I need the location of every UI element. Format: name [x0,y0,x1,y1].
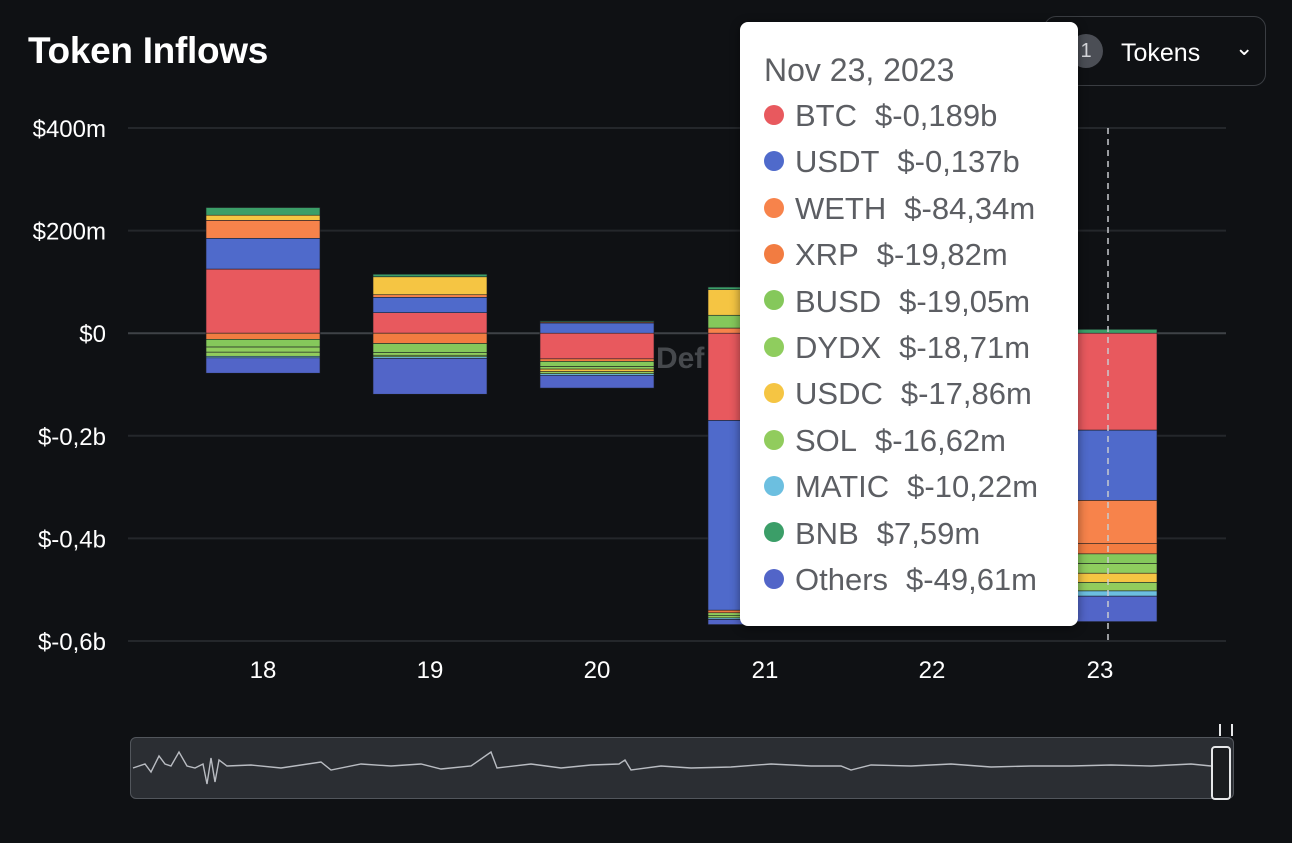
tooltip-token: WETH [795,190,887,226]
y-tick-label: $200m [33,219,106,246]
bar-segment-bnb [205,207,321,216]
bar-segment-weth [372,294,488,298]
legend-dot-icon [764,197,784,218]
bar-segment-bnb [372,273,488,278]
legend-dot-icon [764,104,784,125]
tooltip-row: WETH $-84,34m [764,191,1035,231]
legend-dot-icon [764,568,784,589]
tooltip-value: $-49,61m [906,562,1037,597]
bar-segment-sol [205,351,321,357]
bar-segment-btc [205,268,321,334]
tooltip-value: $-19,05m [899,283,1031,319]
tooltip-value: $-19,82m [876,237,1008,273]
bar-segment-busd [539,361,655,367]
bar-segment-usdc [205,214,321,221]
y-tick-label: $400m [33,116,106,143]
time-range-brush[interactable] [130,724,1234,800]
tooltip-row: BNB $7,59m [764,516,980,556]
bar-segment-usdt [539,322,655,334]
tooltip-row: XRP $-19,82m [764,237,1008,277]
chart-tooltip: Nov 23, 2023 BTC $-0,189b USDT $-0,137b WETH… [740,22,1078,626]
tooltip-token: USDT [795,144,880,180]
legend-dot-icon [764,522,784,543]
tooltip-token: BTC [795,98,857,133]
bar-segment-usdt [372,296,488,313]
bar-segment-sol [539,371,655,375]
tooltip-value: $7,59m [876,515,981,551]
brush-sparkline [132,750,1212,785]
bar-segment-others [205,357,321,374]
bar-segment-weth [205,220,321,239]
tooltip-token: BUSD [795,283,882,319]
bar-segment-btc [539,332,655,360]
legend-dot-icon [764,244,784,264]
bar-segment-usdc [539,368,655,372]
x-tick-label: 20 [584,657,611,684]
tooltip-token: Others [795,562,889,597]
tooltip-row: Others $-49,61m [764,562,1037,602]
watermark-logo: Def [656,342,705,375]
tooltip-value: $-16,62m [875,422,1006,458]
y-tick-label: $-0,2b [38,424,106,451]
legend-dot-icon [764,336,784,357]
tooltip-token: BNB [795,515,859,551]
tooltip-row: USDC $-17,86m [764,376,1032,416]
legend-dot-icon [764,151,784,172]
bar-segment-usdt [205,237,321,270]
tooltip-value: $-17,86m [900,376,1032,412]
brush-grip-icon[interactable] [1219,724,1233,736]
legend-dot-icon [764,429,784,450]
bar-segment-btc [372,312,488,334]
tooltip-value: $-18,71m [899,330,1031,365]
brush-right-handle[interactable] [1211,746,1231,800]
legend-dot-icon [764,290,784,311]
legend-dot-icon [764,476,784,496]
x-tick-label: 21 [752,657,779,684]
tooltip-row: BUSD $-19,05m [764,284,1030,324]
y-tick-label: $-0,6b [38,629,106,656]
x-tick-label: 18 [250,657,277,684]
tooltip-row: SOL $-16,62m [764,423,1006,463]
bar-segment-others [372,358,488,395]
bar-segment-usdc [372,276,488,296]
tokens-dropdown[interactable]: 1 Tokens ⌄ [1044,16,1266,86]
tooltip-value: $-0,137b [897,144,1020,180]
tooltip-token: DYDX [795,330,882,365]
bar-segment-busd [372,343,488,353]
tooltip-row: DYDX $-18,71m [764,330,1030,370]
x-tick-label: 23 [1087,657,1114,684]
x-tick-label: 19 [417,657,444,684]
legend-dot-icon [764,383,784,404]
bar-segment-busd [205,339,321,348]
tooltip-value: $-0,189b [875,98,998,133]
y-tick-label: $0 [79,321,106,348]
tooltip-row: USDT $-0,137b [764,144,1020,184]
page-title: Token Inflows [28,30,269,71]
bar-segment-dydx [539,366,655,370]
bar-segment-bnb [539,320,655,323]
bar-segment-dydx [205,346,321,353]
chevron-down-icon: ⌄ [1235,35,1254,60]
bar-segment-xrp [205,332,321,340]
tooltip-token: SOL [795,422,858,458]
bar-segment-xrp [539,358,655,362]
tooltip-row: BTC $-0,189b [764,98,997,138]
y-tick-label: $-0,4b [38,526,106,553]
tooltip-row: MATIC $-10,22m [764,469,1038,509]
tooltip-date: Nov 23, 2023 [764,52,955,88]
brush-sparkline-line [132,750,1212,785]
tooltip-token: XRP [795,237,859,273]
tooltip-value: $-10,22m [907,469,1039,505]
tokens-dropdown-label: Tokens [1121,39,1201,67]
bar-segment-xrp [372,332,488,344]
x-tick-label: 22 [919,657,946,684]
bar-segment-others [539,374,655,389]
tooltip-token: USDC [795,376,883,412]
tooltip-value: $-84,34m [904,190,1036,226]
bar-segment-dydx [372,352,488,356]
tooltip-token: MATIC [795,469,890,505]
